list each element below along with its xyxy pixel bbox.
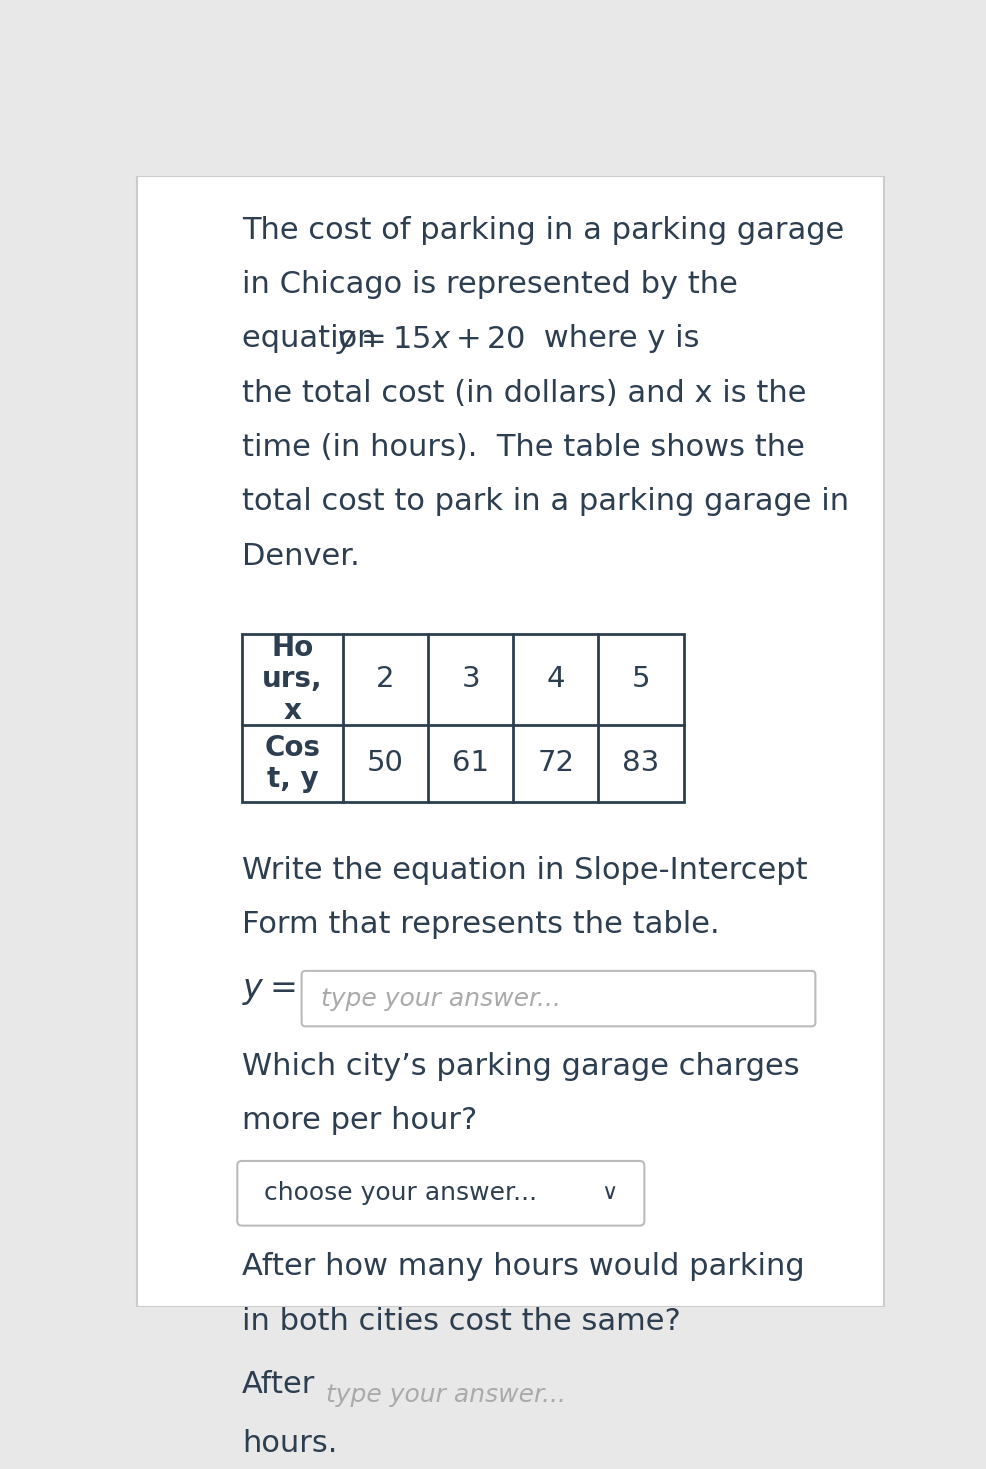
Text: 83: 83: [622, 749, 659, 777]
Text: ∨: ∨: [600, 1184, 616, 1203]
Text: time (in hours).  The table shows the: time (in hours). The table shows the: [242, 433, 804, 463]
Text: type your answer...: type your answer...: [325, 1382, 565, 1407]
Text: The cost of parking in a parking garage: The cost of parking in a parking garage: [242, 216, 843, 245]
Text: 72: 72: [536, 749, 574, 777]
Bar: [242, 635, 683, 802]
Text: $y = 15x + 20$: $y = 15x + 20$: [336, 325, 526, 357]
Text: 5: 5: [631, 665, 650, 693]
Text: 2: 2: [376, 665, 394, 693]
FancyBboxPatch shape: [306, 1368, 814, 1422]
FancyBboxPatch shape: [302, 971, 814, 1027]
Text: After: After: [242, 1371, 315, 1400]
Text: more per hour?: more per hour?: [242, 1106, 476, 1136]
Text: Ho
urs,
x: Ho urs, x: [261, 635, 322, 724]
Text: Write the equation in Slope-Intercept: Write the equation in Slope-Intercept: [242, 856, 807, 886]
Text: total cost to park in a parking garage in: total cost to park in a parking garage i…: [242, 488, 848, 516]
Text: Cos
t, y: Cos t, y: [264, 733, 320, 793]
FancyBboxPatch shape: [237, 1161, 644, 1225]
Text: 61: 61: [452, 749, 489, 777]
Text: 3: 3: [460, 665, 479, 693]
Text: $y =$: $y =$: [242, 974, 295, 1006]
Text: the total cost (in dollars) and x is the: the total cost (in dollars) and x is the: [242, 379, 806, 408]
Text: in Chicago is represented by the: in Chicago is represented by the: [242, 270, 738, 300]
Text: 50: 50: [367, 749, 403, 777]
Text: in both cities cost the same?: in both cities cost the same?: [242, 1307, 680, 1335]
Text: Denver.: Denver.: [242, 542, 359, 570]
Text: hours.: hours.: [242, 1429, 337, 1457]
FancyBboxPatch shape: [137, 176, 883, 1307]
Text: type your answer...: type your answer...: [320, 987, 560, 1011]
Bar: [242, 635, 683, 802]
Text: Form that represents the table.: Form that represents the table.: [242, 911, 719, 939]
Text: where y is: where y is: [533, 325, 699, 354]
Text: choose your answer...: choose your answer...: [263, 1181, 536, 1205]
Text: Which city’s parking garage charges: Which city’s parking garage charges: [242, 1052, 799, 1081]
Text: After how many hours would parking: After how many hours would parking: [242, 1253, 804, 1281]
Text: 4: 4: [546, 665, 565, 693]
Text: equation: equation: [242, 325, 386, 354]
